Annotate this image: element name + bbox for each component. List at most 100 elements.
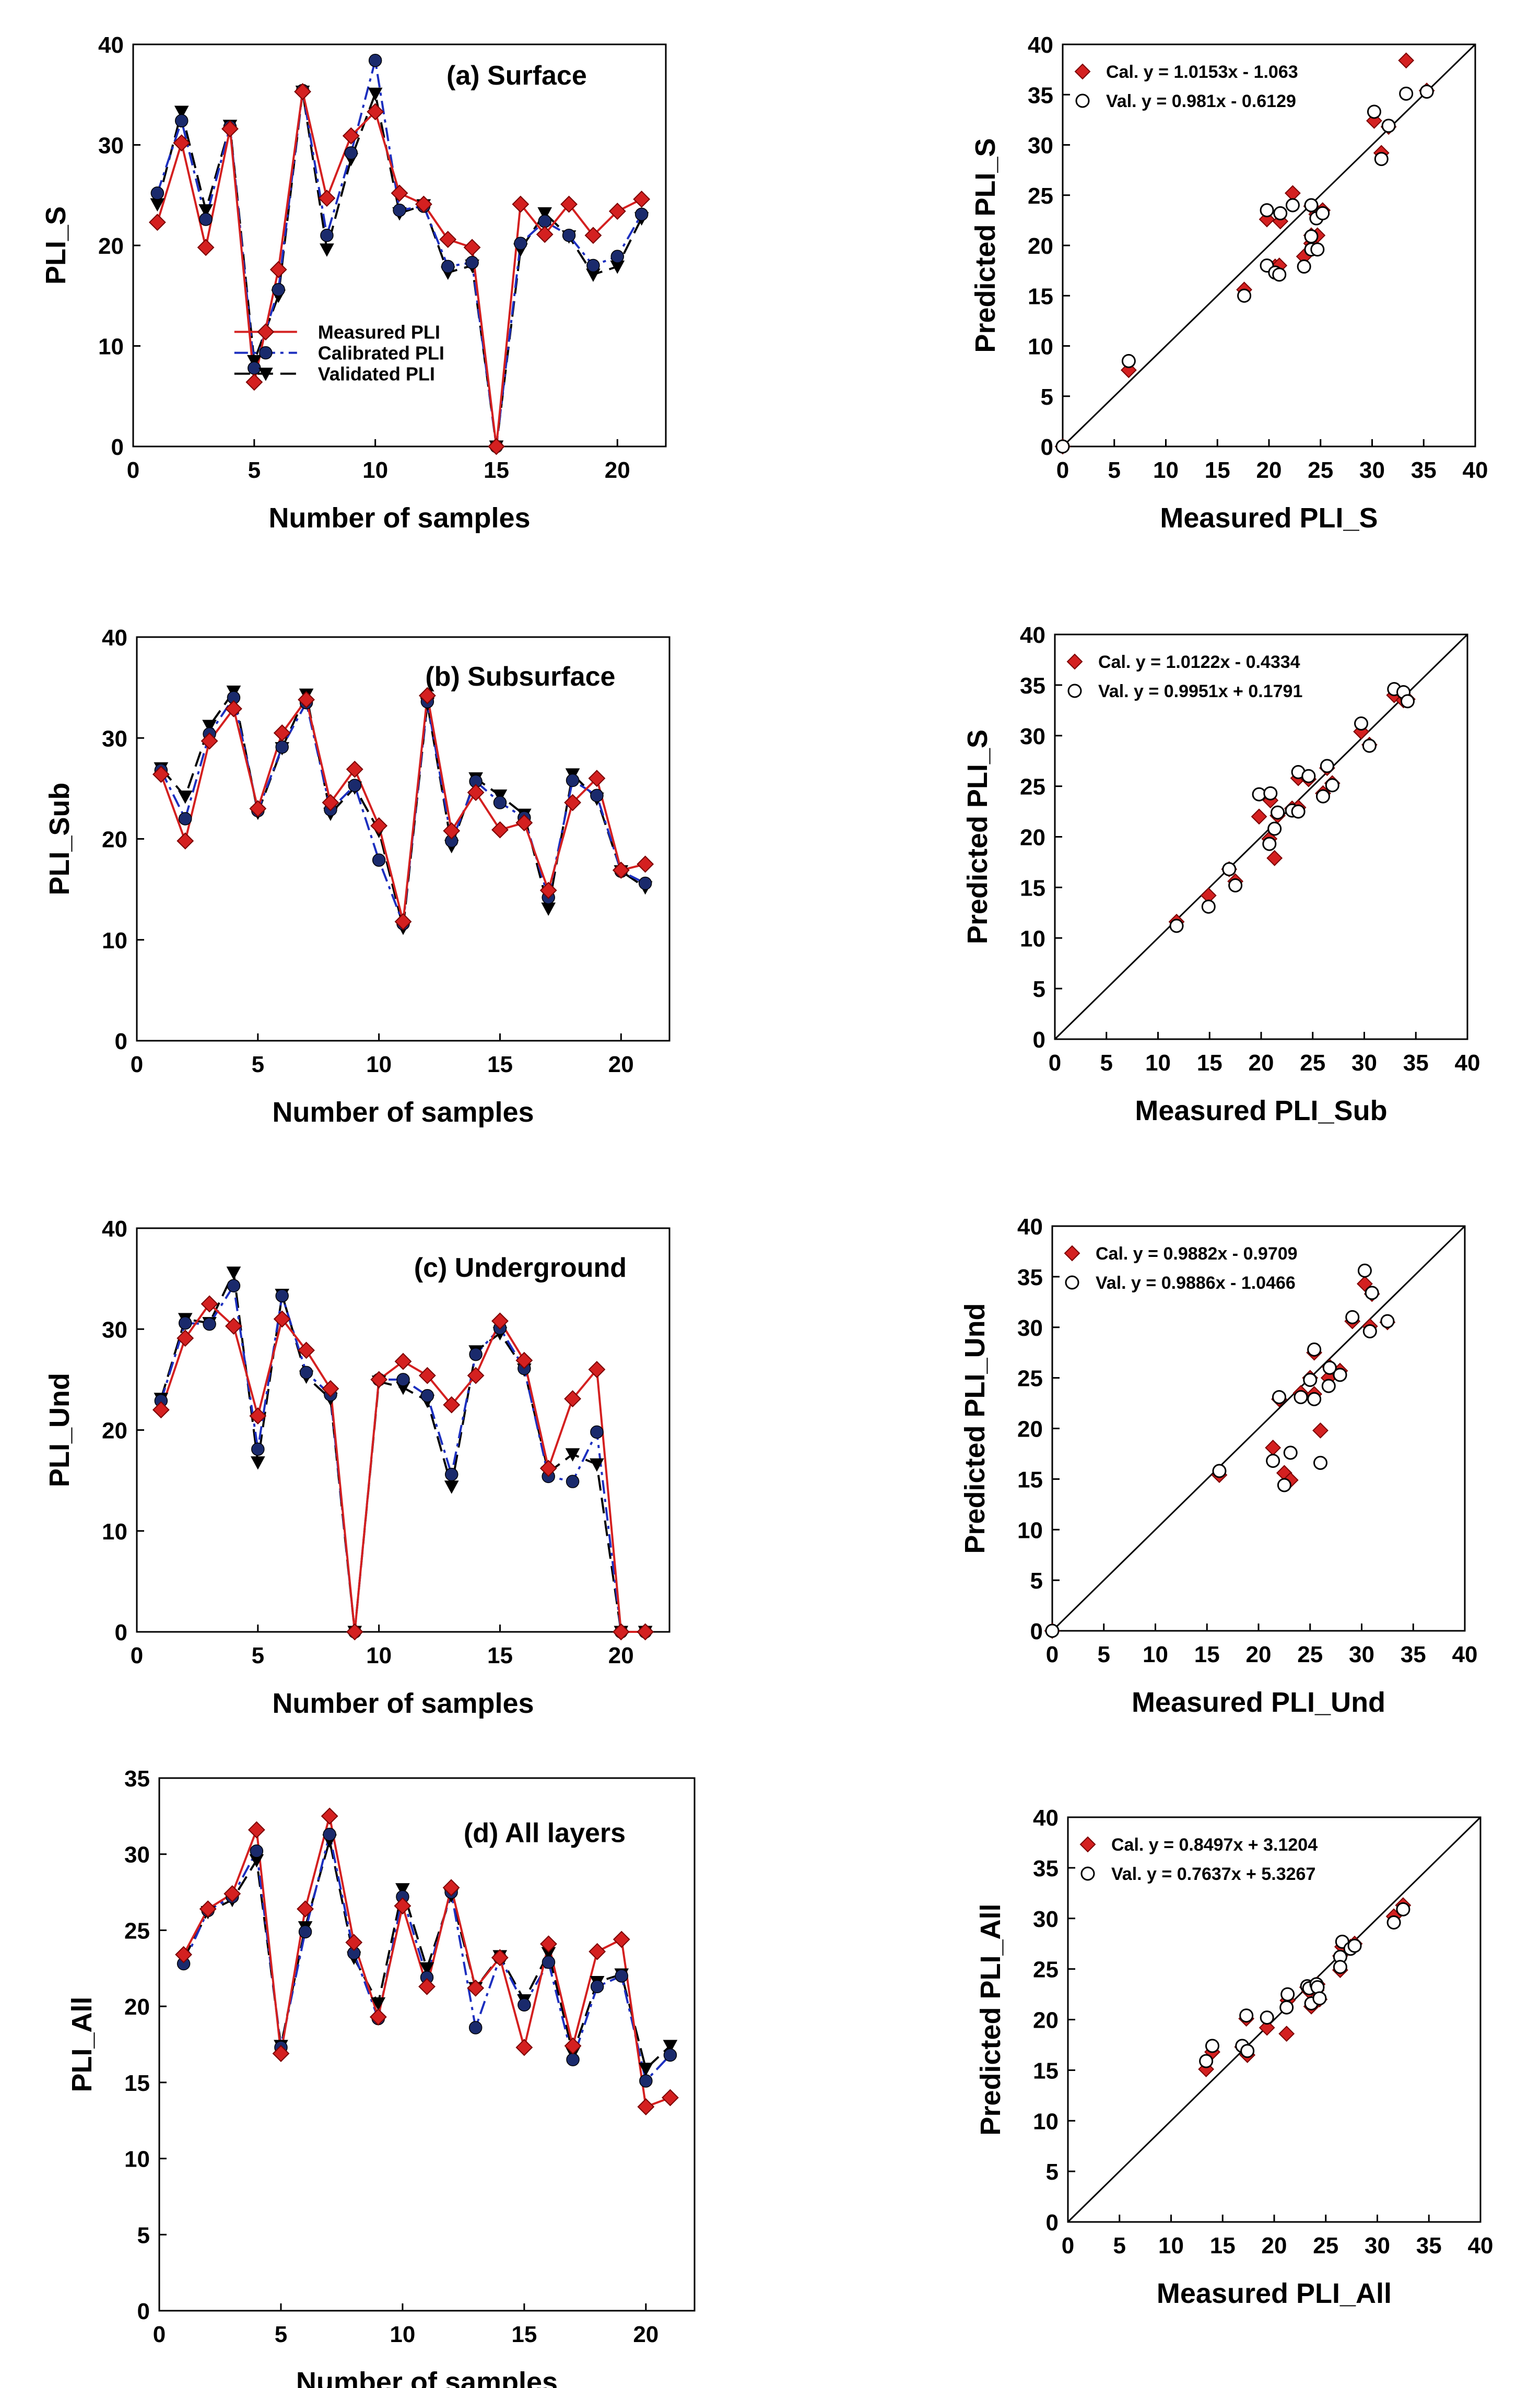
- data-point-calibrated: [444, 1467, 459, 1481]
- y-axis-title: Predicted PLI_Und: [959, 1303, 991, 1554]
- data-point-calibrated: [320, 229, 334, 242]
- data-point-val: [1357, 1263, 1372, 1278]
- legend-marker-val: [1075, 93, 1090, 108]
- data-point-calibrated: [178, 812, 192, 826]
- data-point-measured: [536, 226, 554, 243]
- y-tick-label: 35: [1028, 83, 1053, 108]
- data-point-measured: [369, 2008, 387, 2026]
- data-point-measured: [272, 2045, 290, 2062]
- data-point-val: [1310, 242, 1325, 257]
- x-tick-label: 20: [1262, 2233, 1287, 2258]
- data-point-measured: [249, 1407, 267, 1425]
- y-tick-label: 20: [1033, 2008, 1059, 2033]
- y-tick-label: 20: [102, 1418, 127, 1444]
- data-point-measured: [637, 2098, 655, 2115]
- y-tick-label: 0: [111, 434, 124, 460]
- data-point-measured: [418, 1367, 436, 1384]
- data-point-measured: [488, 438, 505, 455]
- plot-frame: [158, 1777, 696, 2312]
- y-tick-label: 10: [102, 1519, 127, 1545]
- data-point-calibrated: [251, 1442, 265, 1456]
- data-point-cal: [1312, 1422, 1329, 1439]
- data-point-measured: [197, 239, 215, 256]
- data-point-calibrated: [518, 1998, 531, 2011]
- chart-panel-c-line: 0 5 10 15 20 0 10 20 30 40 Number of samples PLI_Un…: [44, 1216, 671, 1719]
- y-tick-label: 5: [137, 2222, 150, 2248]
- y-tick-label: 35: [1017, 1265, 1043, 1290]
- data-point-val: [1294, 1390, 1308, 1404]
- data-point-calibrated: [368, 54, 382, 67]
- y-tick-label: 25: [1017, 1366, 1043, 1392]
- y-tick-label: 10: [1033, 2109, 1059, 2134]
- data-point-val: [1312, 1991, 1327, 2006]
- data-point-val: [1272, 267, 1287, 282]
- data-point-measured: [152, 766, 170, 783]
- data-point-val: [1400, 694, 1415, 709]
- x-tick-label: 35: [1401, 1642, 1426, 1667]
- data-point-measured: [415, 195, 432, 213]
- y-tick-label: 10: [1028, 334, 1053, 360]
- legend-marker-measured: [257, 323, 275, 340]
- data-point-calibrated: [272, 283, 285, 297]
- data-point-measured: [612, 1623, 630, 1641]
- data-point-validated: [663, 2040, 678, 2053]
- x-axis-title: Measured PLI_Und: [1132, 1687, 1385, 1718]
- data-point-val: [1199, 2054, 1214, 2068]
- x-tick-label: 0: [153, 2322, 166, 2347]
- legend-marker-cal: [1066, 653, 1083, 670]
- data-point-measured: [661, 2089, 679, 2107]
- data-point-val: [1228, 878, 1243, 892]
- data-point-calibrated: [348, 779, 362, 792]
- data-point-val: [1347, 1938, 1362, 1953]
- legend-label-cal: Cal. y = 0.9882x - 0.9709: [1096, 1244, 1298, 1264]
- data-point-measured: [321, 1807, 338, 1825]
- y-tick-label: 40: [1028, 32, 1053, 58]
- data-point-measured: [269, 261, 287, 278]
- data-point-calibrated: [250, 1844, 264, 1858]
- y-tick-label: 20: [1028, 233, 1053, 259]
- data-point-validated: [395, 1883, 410, 1897]
- data-point-measured: [201, 1295, 218, 1313]
- data-point-measured: [588, 1361, 606, 1378]
- y-tick-label: 35: [1020, 673, 1045, 699]
- one-to-one-line: [1067, 1816, 1482, 2223]
- data-point-measured: [177, 1330, 194, 1347]
- y-axis-title: PLI_S: [40, 206, 72, 285]
- x-tick-label: 15: [1205, 457, 1230, 483]
- data-point-measured: [225, 700, 242, 717]
- data-point-val: [1169, 919, 1184, 933]
- data-point-calibrated: [586, 258, 600, 273]
- data-point-measured: [512, 195, 530, 213]
- x-tick-label: 15: [1194, 1642, 1220, 1667]
- data-point-val: [1201, 899, 1216, 914]
- data-point-validated: [178, 790, 193, 804]
- data-point-measured: [442, 1879, 460, 1897]
- data-point-measured: [367, 103, 384, 121]
- data-point-measured: [175, 1946, 193, 1963]
- data-point-calibrated: [248, 361, 261, 375]
- y-tick-label: 15: [1017, 1467, 1043, 1492]
- data-point-measured: [346, 1623, 363, 1641]
- data-point-val: [1263, 786, 1278, 801]
- x-tick-label: 0: [131, 1052, 143, 1077]
- legend-label-val: Val. y = 0.981x - 0.6129: [1106, 91, 1296, 111]
- y-tick-label: 40: [102, 1216, 127, 1242]
- data-point-calibrated: [150, 186, 164, 200]
- data-point-measured: [225, 1317, 242, 1335]
- x-tick-label: 10: [362, 457, 388, 483]
- data-point-val: [1240, 2044, 1255, 2058]
- data-point-measured: [539, 1460, 557, 1477]
- data-point-measured: [443, 1396, 461, 1414]
- data-point-measured: [221, 120, 239, 138]
- data-point-validated: [250, 1456, 265, 1470]
- x-tick-label: 35: [1416, 2233, 1442, 2258]
- data-point-cal: [1259, 2019, 1275, 2036]
- data-point-calibrated: [227, 1279, 241, 1292]
- legend-marker-cal: [1064, 1245, 1080, 1262]
- x-tick-label: 20: [633, 2322, 659, 2347]
- data-point-val: [1260, 203, 1274, 218]
- data-point-measured: [564, 1390, 581, 1408]
- data-point-measured: [394, 1897, 412, 1915]
- x-axis-title: Measured PLI_Sub: [1135, 1095, 1387, 1126]
- x-tick-label: 10: [1158, 2233, 1184, 2258]
